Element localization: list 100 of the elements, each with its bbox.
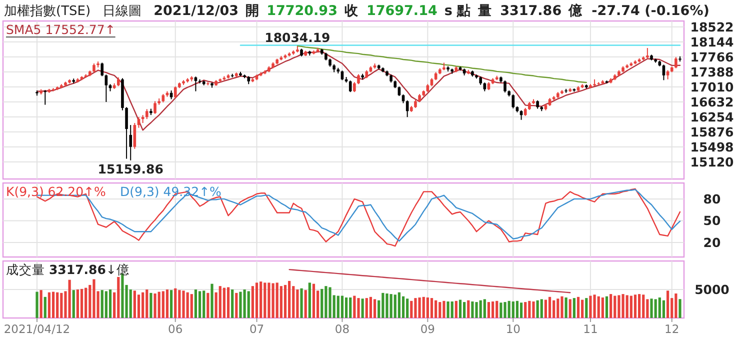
- candlestick: [348, 80, 352, 93]
- bar: [430, 298, 434, 318]
- bar: [276, 282, 278, 318]
- bar: [373, 299, 376, 318]
- bar: [471, 301, 474, 318]
- bar: [304, 290, 307, 318]
- bar: [117, 276, 120, 318]
- x-tick-label: 08: [334, 322, 350, 336]
- bar: [231, 290, 234, 318]
- x-tick-label: 2021/04/12: [4, 322, 70, 336]
- bar: [630, 296, 632, 318]
- y-tick-label: 50: [703, 213, 721, 228]
- bar: [475, 302, 478, 318]
- candlestick: [104, 74, 108, 102]
- chart-title: 加權指數(TSE): [4, 4, 91, 19]
- bar: [52, 292, 55, 318]
- candlestick: [137, 116, 140, 128]
- bar: [638, 294, 641, 318]
- y-tick-label: 16254: [690, 109, 734, 124]
- bar: [178, 290, 181, 318]
- candlestick: [520, 110, 523, 120]
- bar: [166, 290, 169, 318]
- bar: [255, 282, 258, 318]
- candlestick: [145, 108, 148, 120]
- text: SMA5 17552.77↑: [6, 22, 116, 37]
- bar: [154, 293, 156, 318]
- y-tick-label: 17388: [690, 64, 734, 80]
- chart-subtitle: 日線圖: [102, 4, 142, 19]
- bar: [564, 297, 568, 318]
- y-tick-label: 15498: [690, 139, 734, 154]
- bar: [483, 299, 486, 318]
- bar: [210, 284, 214, 318]
- text: 17697.14: [366, 3, 438, 19]
- bar: [296, 290, 299, 318]
- series-label: D(9,3) 49.32↑%: [120, 184, 222, 199]
- y-tick-label: 5000: [694, 282, 730, 297]
- text: s 點: [444, 3, 472, 19]
- bar: [548, 296, 552, 318]
- bar: [328, 287, 332, 318]
- bar: [560, 296, 564, 318]
- bar: [576, 296, 580, 318]
- x-tick-label: 06: [168, 322, 183, 336]
- bar: [589, 296, 592, 318]
- bar: [260, 282, 262, 318]
- y-tick-label: 80: [703, 191, 721, 206]
- x-tick-label: 10: [506, 322, 520, 336]
- bar: [487, 302, 490, 318]
- bar: [674, 293, 678, 318]
- bar: [394, 294, 396, 318]
- text: 收: [344, 3, 360, 19]
- bar: [162, 291, 164, 318]
- bar: [650, 298, 653, 318]
- bar: [390, 294, 392, 318]
- bar: [206, 292, 210, 318]
- candlestick: [666, 70, 670, 80]
- bar: [226, 287, 230, 318]
- bar: [446, 301, 450, 318]
- bar: [369, 296, 372, 318]
- series-label: K(9,3) 62.20↑%: [6, 184, 106, 199]
- bar: [170, 290, 173, 318]
- y-tick-label: 17766: [690, 49, 734, 64]
- annotation: 15159.86: [98, 161, 164, 176]
- bar: [284, 284, 287, 318]
- bar: [386, 293, 388, 318]
- bar: [40, 290, 42, 318]
- text: 億: [568, 2, 584, 19]
- bar: [601, 297, 604, 318]
- text: 2021/12/03: [154, 3, 239, 19]
- bar: [324, 286, 328, 318]
- bar: [618, 295, 620, 318]
- bar: [626, 295, 628, 318]
- bar: [142, 292, 144, 318]
- bar: [642, 294, 645, 318]
- bar: [597, 296, 600, 318]
- bar: [239, 292, 242, 318]
- bar: [146, 290, 148, 318]
- candlestick: [662, 64, 666, 81]
- y-tick-label: 16632: [690, 94, 734, 110]
- candlestick: [154, 100, 156, 114]
- bar: [528, 300, 531, 318]
- bar: [104, 291, 108, 318]
- bar: [361, 298, 364, 318]
- text: 17720.93: [266, 3, 338, 19]
- bar: [426, 297, 429, 318]
- bar: [349, 297, 352, 318]
- y-tick-label: 15876: [690, 124, 734, 140]
- bar: [36, 292, 38, 318]
- bar: [60, 292, 63, 318]
- bar: [353, 296, 356, 318]
- bar: [402, 296, 405, 318]
- bar: [357, 298, 360, 318]
- bar: [320, 288, 324, 318]
- bar: [422, 296, 425, 318]
- chart-title: 成交量 3317.86↓億: [6, 262, 130, 277]
- bar: [202, 290, 206, 318]
- text: 量: [477, 3, 492, 19]
- bar: [137, 294, 140, 318]
- candlestick: [406, 100, 409, 118]
- bar: [544, 300, 548, 318]
- bar: [536, 300, 539, 318]
